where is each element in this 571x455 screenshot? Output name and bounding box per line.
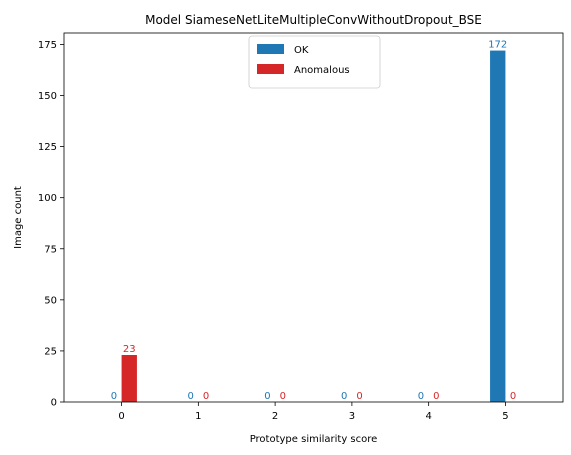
data-label-ok-3: 0 xyxy=(341,391,347,402)
x-tick-label: 4 xyxy=(425,411,431,422)
legend-swatch-ok xyxy=(257,44,284,54)
data-label-ok-0: 0 xyxy=(111,391,117,402)
legend-label-anomalous: Anomalous xyxy=(294,65,350,76)
x-tick-label: 2 xyxy=(272,411,278,422)
data-label-anomalous-0: 23 xyxy=(123,344,136,355)
x-tick-label: 3 xyxy=(349,411,355,422)
y-tick-label: 100 xyxy=(38,193,57,204)
x-axis-label: Prototype similarity score xyxy=(250,434,378,445)
legend: OK Anomalous xyxy=(248,35,381,89)
x-tick-label: 0 xyxy=(118,411,124,422)
data-label-ok-2: 0 xyxy=(264,391,270,402)
y-tick-label: 25 xyxy=(44,346,57,357)
chart-title: Model SiameseNetLiteMultipleConvWithoutD… xyxy=(145,13,482,27)
y-tick-label: 150 xyxy=(38,91,57,102)
y-tick-label: 175 xyxy=(38,40,57,51)
legend-frame xyxy=(248,35,381,89)
y-tick-label: 50 xyxy=(44,295,57,306)
data-label-anomalous-1: 0 xyxy=(203,391,209,402)
data-label-anomalous-5: 0 xyxy=(510,391,516,402)
bar-anomalous-0 xyxy=(121,355,137,402)
y-tick-label: 0 xyxy=(51,398,57,409)
data-label-anomalous-3: 0 xyxy=(356,391,362,402)
data-label-ok-5: 172 xyxy=(488,40,507,51)
bar-ok-5 xyxy=(490,50,506,402)
data-label-ok-4: 0 xyxy=(418,391,424,402)
legend-swatch-anomalous xyxy=(257,64,284,74)
x-tick-label: 5 xyxy=(502,411,508,422)
legend-label-ok: OK xyxy=(294,45,309,56)
data-label-anomalous-2: 0 xyxy=(280,391,286,402)
x-tick-label: 1 xyxy=(195,411,201,422)
y-tick-label: 75 xyxy=(44,244,57,255)
y-axis-label: Image count xyxy=(13,186,24,249)
data-label-ok-1: 0 xyxy=(187,391,193,402)
data-label-anomalous-4: 0 xyxy=(433,391,439,402)
y-tick-label: 125 xyxy=(38,142,57,153)
axes-frame xyxy=(63,32,564,403)
